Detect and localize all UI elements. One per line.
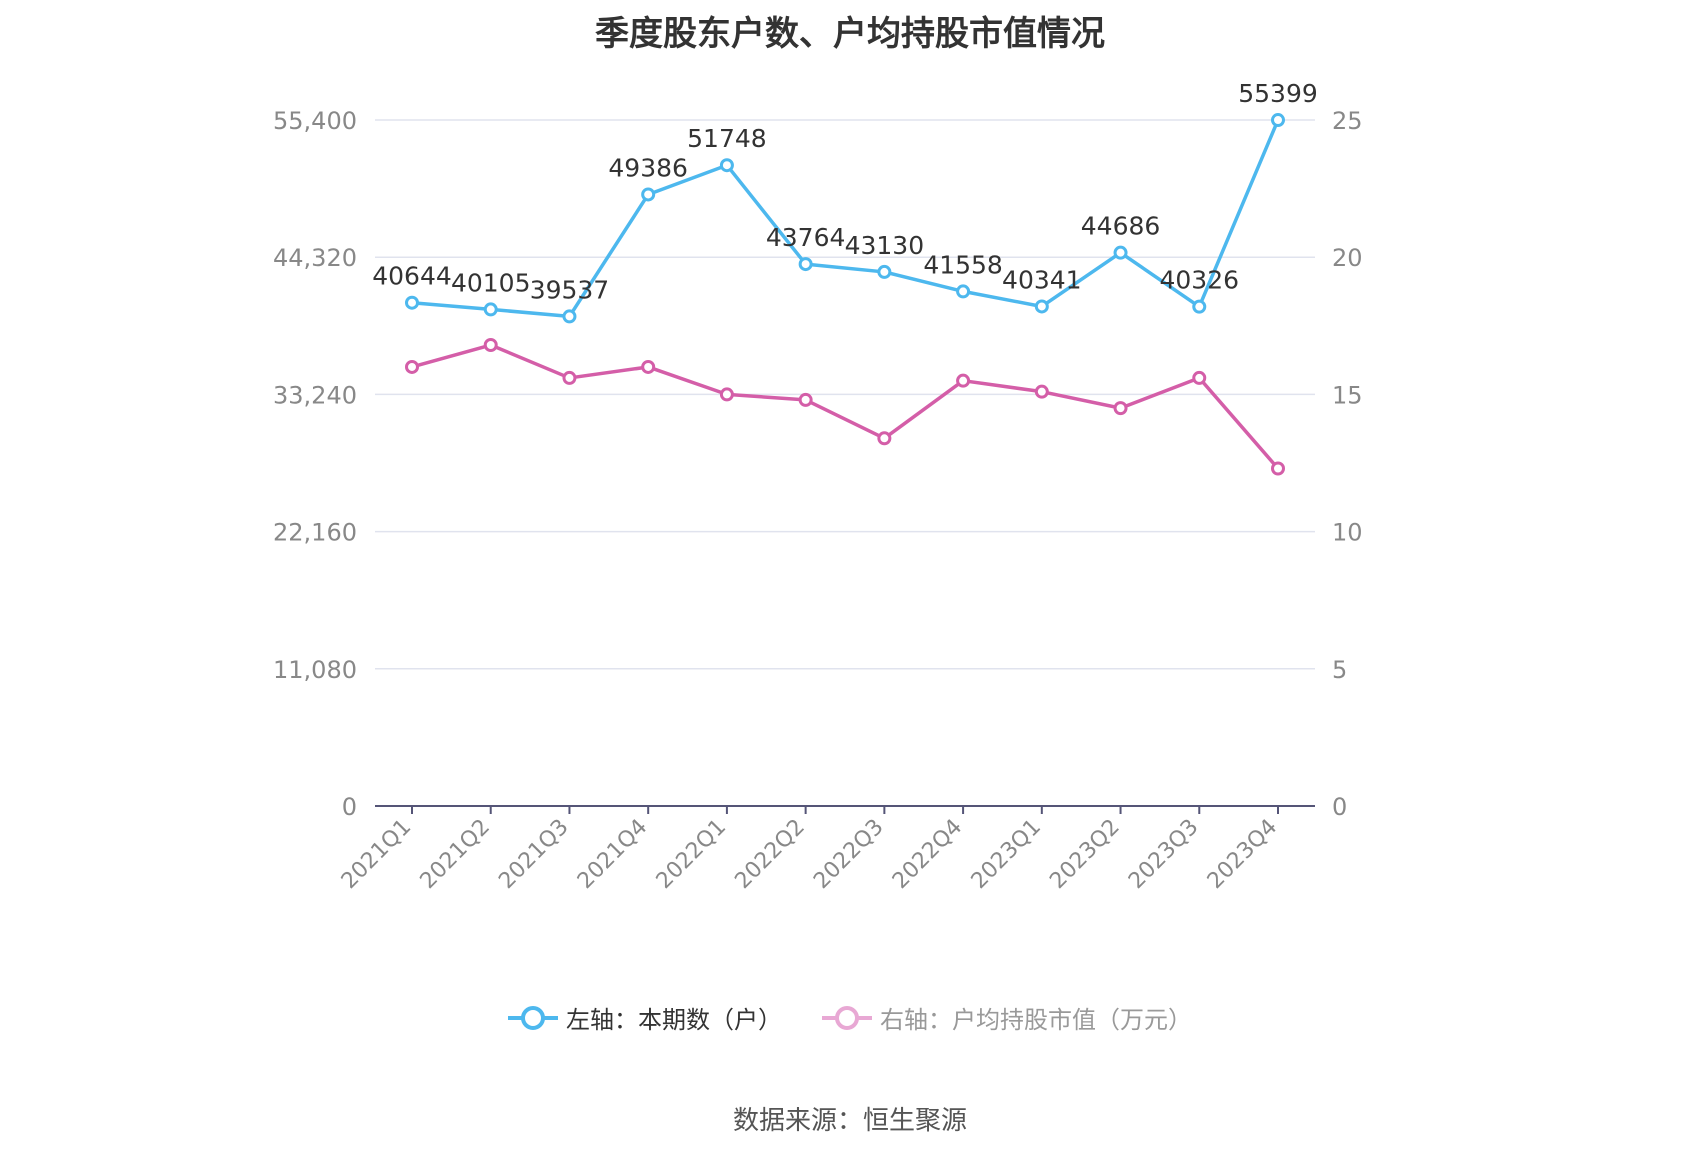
data-point — [562, 370, 577, 385]
right-axis-tick-label: 10 — [1332, 519, 1363, 547]
data-label: 43764 — [766, 223, 846, 252]
right-axis-tick-label: 25 — [1332, 107, 1363, 135]
left-axis-tick-label: 55,400 — [273, 107, 357, 135]
data-point — [798, 257, 813, 272]
legend-label-avg-value: 右轴：户均持股市值（万元） — [880, 1006, 1192, 1034]
series-line-avg-value — [411, 343, 1280, 470]
data-label: 51748 — [687, 124, 767, 153]
data-point — [956, 373, 971, 388]
x-axis-category-label: 2021Q2 — [416, 815, 495, 894]
data-point — [405, 295, 419, 310]
data-point — [1034, 384, 1049, 399]
data-point — [1192, 299, 1207, 314]
x-axis-category-label: 2021Q4 — [573, 815, 652, 894]
legend-line-circle-icon — [822, 1005, 872, 1030]
data-point — [483, 338, 498, 353]
left-axis-tick-label: 11,080 — [273, 656, 357, 684]
data-point — [1113, 401, 1128, 416]
data-point — [483, 302, 498, 317]
x-axis-category-label: 2022Q2 — [730, 815, 809, 894]
data-label: 41558 — [923, 250, 1003, 279]
right-axis-tick-label: 0 — [1332, 793, 1347, 821]
data-label: 40644 — [372, 262, 452, 291]
legend-item-households[interactable]: 左轴：本期数（户） — [508, 1000, 782, 1035]
legend-label-households: 左轴：本期数（户） — [566, 1006, 782, 1034]
left-axis-tick-label: 44,320 — [273, 244, 357, 272]
data-point — [719, 387, 734, 402]
legend: 左轴：本期数（户） 右轴：户均持股市值（万元） — [0, 1000, 1700, 1035]
right-axis-tick-label: 20 — [1332, 244, 1363, 272]
data-point — [1192, 370, 1207, 385]
data-point — [877, 264, 892, 279]
data-point — [798, 392, 813, 407]
chart-title: 季度股东户数、户均持股市值情况 — [595, 14, 1105, 54]
x-axis-category-label: 2023Q4 — [1203, 815, 1282, 894]
data-label: 40341 — [1002, 265, 1082, 294]
x-axis-category-label: 2023Q2 — [1045, 815, 1124, 894]
data-point — [877, 431, 892, 446]
legend-item-avg-value[interactable]: 右轴：户均持股市值（万元） — [822, 1000, 1192, 1035]
left-axis-tick-label: 0 — [342, 793, 357, 821]
x-axis-category-label: 2023Q1 — [967, 815, 1046, 894]
data-point — [405, 359, 419, 374]
data-point — [956, 284, 971, 299]
data-point — [562, 309, 577, 324]
data-label: 40105 — [451, 268, 531, 297]
data-label: 55399 — [1238, 79, 1318, 108]
x-axis-category-label: 2022Q4 — [888, 815, 967, 894]
data-label: 43130 — [845, 231, 925, 260]
legend-line-circle-icon — [508, 1005, 558, 1030]
right-axis-tick-label: 5 — [1332, 656, 1347, 684]
data-label: 40326 — [1160, 266, 1240, 295]
data-point — [719, 158, 734, 173]
data-point — [1113, 245, 1128, 260]
data-source: 数据来源：恒生聚源 — [732, 1106, 967, 1136]
series-line-households — [411, 119, 1280, 319]
data-point — [641, 359, 656, 374]
data-point — [1271, 461, 1285, 476]
left-axis-tick-label: 33,240 — [273, 381, 357, 409]
data-label: 39537 — [530, 275, 610, 304]
line-chart: 0 0 11,080 5 22,160 10 33,240 15 44,320 20 55,400 2… — [273, 79, 1363, 894]
right-axis-tick-label: 15 — [1332, 381, 1363, 409]
data-label: 44686 — [1081, 212, 1161, 241]
x-axis-category-label: 2023Q3 — [1124, 815, 1203, 894]
data-point — [1271, 113, 1285, 128]
x-axis-category-label: 2022Q1 — [652, 815, 731, 894]
x-axis-category-label: 2021Q3 — [494, 815, 573, 894]
data-point — [1034, 299, 1049, 314]
x-axis-category-label: 2022Q3 — [809, 815, 888, 894]
x-axis-category-label: 2021Q1 — [337, 815, 416, 894]
data-point — [641, 187, 656, 202]
data-label: 49386 — [608, 153, 688, 182]
left-axis-tick-label: 22,160 — [273, 519, 357, 547]
